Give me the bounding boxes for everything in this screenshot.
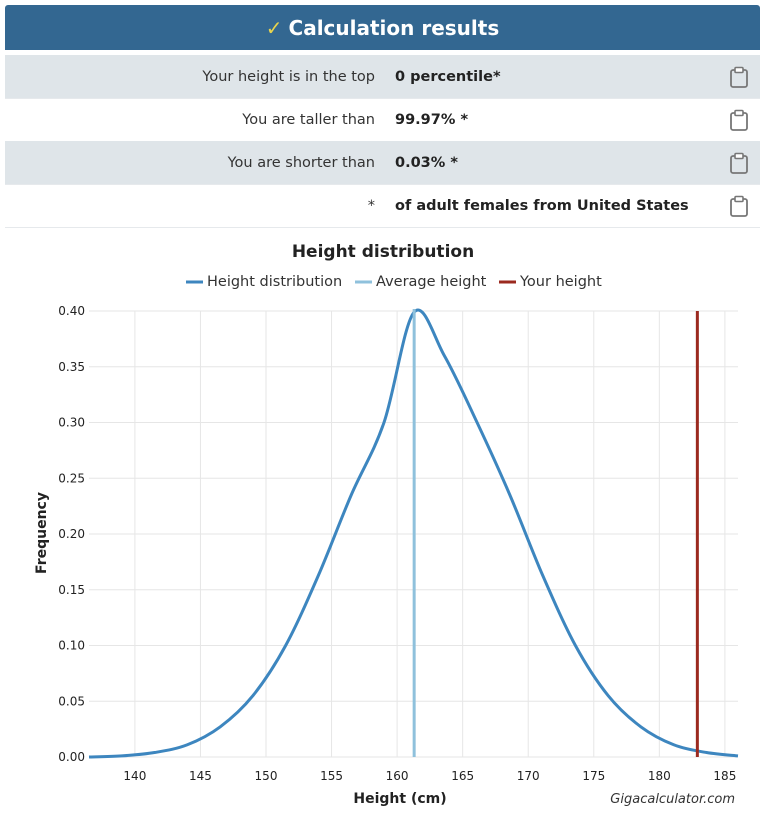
clipboard-icon[interactable]: [729, 109, 749, 131]
legend-label: Your height: [519, 274, 602, 290]
result-value: 99.97% *: [395, 111, 469, 128]
checkmark-icon: ✓: [265, 15, 283, 40]
clipboard-icon[interactable]: [729, 152, 749, 174]
x-axis-label: Height (cm): [353, 791, 446, 807]
x-tick-label: 160: [386, 769, 409, 783]
watermark: Gigacalculator.com: [610, 792, 735, 807]
y-tick-label: 0.00: [58, 750, 85, 764]
height-distribution-chart: Height distribution Height distribution A…: [34, 242, 739, 807]
y-axis-label: Frequency: [34, 492, 50, 574]
clipboard-icon[interactable]: [729, 66, 749, 88]
x-tick-label: 180: [648, 769, 671, 783]
chart-legend: Height distribution Average height Your he…: [186, 274, 602, 290]
y-axis-ticks: 0.00 0.05 0.10 0.15 0.20 0.25 0.30 0.35 0.40: [58, 304, 85, 764]
result-label: You are taller than: [242, 111, 375, 128]
results-header: ✓ Calculation results: [5, 5, 760, 50]
x-tick-label: 145: [189, 769, 212, 783]
y-tick-label: 0.25: [58, 471, 85, 485]
y-tick-label: 0.40: [58, 304, 85, 318]
legend-label: Average height: [376, 274, 487, 290]
legend-label: Height distribution: [207, 274, 342, 290]
x-tick-label: 140: [123, 769, 146, 783]
result-label: *: [367, 197, 375, 214]
result-label: Your height is in the top: [202, 68, 375, 85]
x-tick-label: 170: [517, 769, 540, 783]
result-row-population: * of adult females from United States: [5, 184, 760, 228]
y-tick-label: 0.15: [58, 583, 85, 597]
x-tick-label: 185: [713, 769, 736, 783]
x-tick-label: 175: [582, 769, 605, 783]
result-value: of adult females from United States: [395, 197, 689, 214]
chart-plot-area: [88, 308, 739, 759]
y-tick-label: 0.05: [58, 694, 85, 708]
y-tick-label: 0.20: [58, 527, 85, 541]
x-axis-ticks: 140 145 150 155 160 165 170 175 180 185: [123, 769, 736, 783]
x-tick-label: 165: [451, 769, 474, 783]
result-value: 0.03% *: [395, 154, 458, 171]
result-row-percentile: Your height is in the top 0 percentile*: [5, 55, 760, 99]
chart-title: Height distribution: [292, 242, 474, 262]
result-row-shorter: You are shorter than 0.03% *: [5, 141, 760, 185]
result-label: You are shorter than: [227, 154, 375, 171]
result-value: 0 percentile*: [395, 68, 501, 85]
results-title: Calculation results: [288, 15, 500, 40]
clipboard-icon[interactable]: [729, 195, 749, 217]
x-tick-label: 155: [320, 769, 343, 783]
y-tick-label: 0.35: [58, 360, 85, 374]
x-tick-label: 150: [255, 769, 278, 783]
y-tick-label: 0.30: [58, 416, 85, 430]
result-row-taller: You are taller than 99.97% *: [5, 98, 760, 142]
y-tick-label: 0.10: [58, 639, 85, 653]
